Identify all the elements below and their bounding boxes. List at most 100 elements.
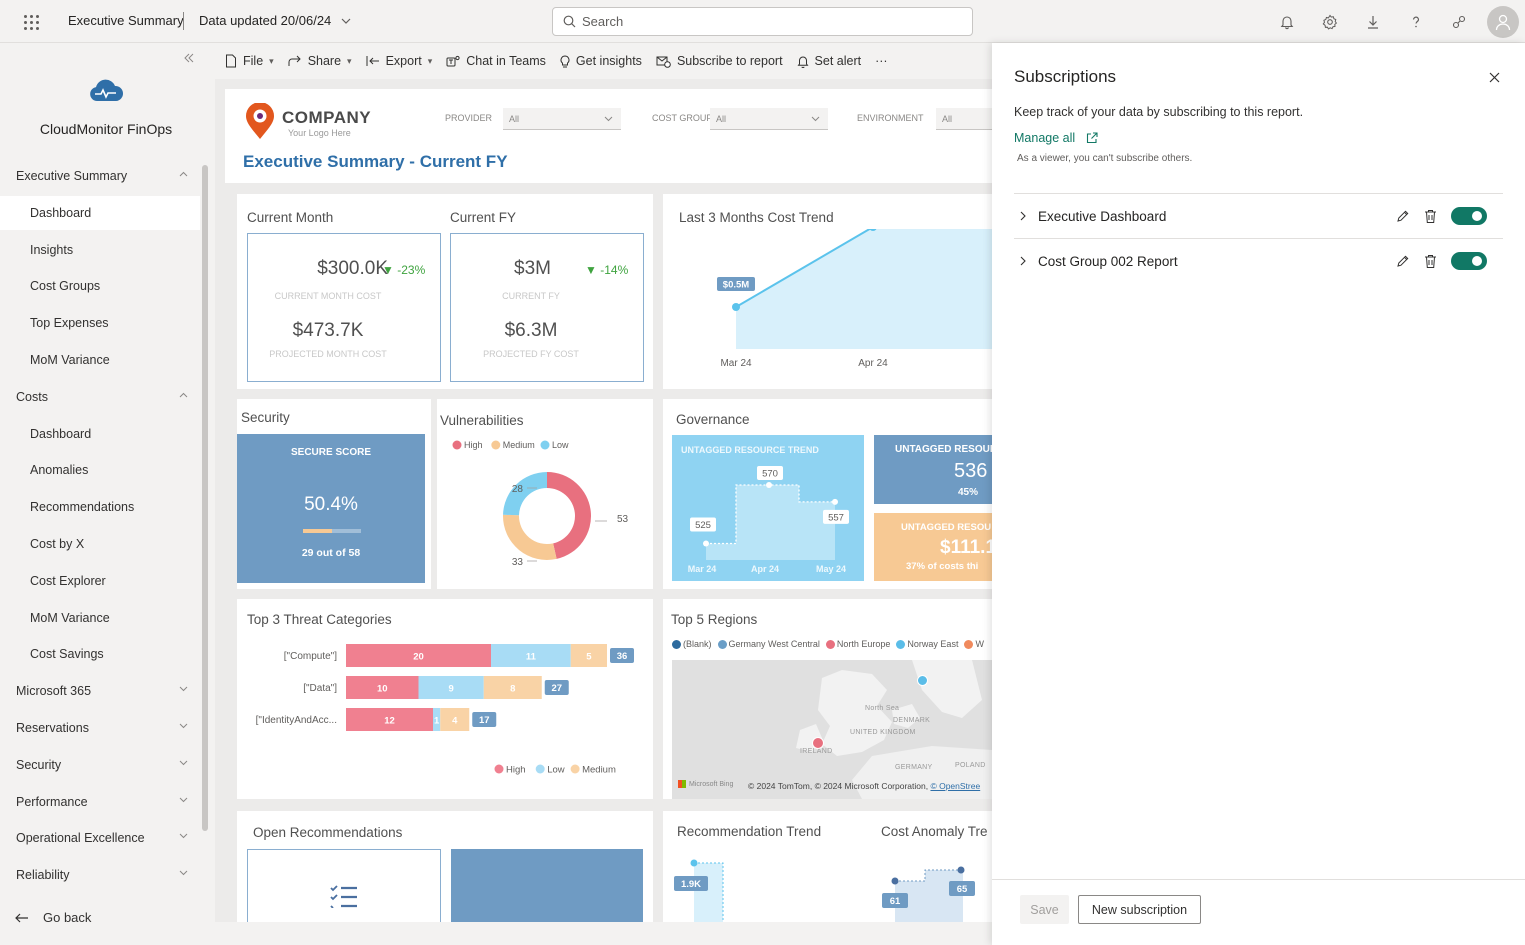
edit-pencil-icon[interactable]	[1396, 209, 1410, 223]
projected-month-value: $473.7K	[292, 320, 364, 341]
sidebar-item-anomalies[interactable]: Anomalies	[0, 453, 200, 487]
search-input[interactable]: Search	[552, 7, 973, 36]
sidebar-item-cost-by-x[interactable]: Cost by X	[0, 527, 200, 561]
app-title[interactable]: Executive Summary	[68, 13, 184, 28]
legend-item-germany-west-central[interactable]: Germany West Central	[717, 639, 820, 649]
threat-bar-medium[interactable]: 5	[570, 644, 607, 667]
share-menu-button[interactable]: Share ▾	[288, 54, 352, 68]
download-icon[interactable]	[1361, 10, 1385, 34]
donut-slice-low[interactable]	[503, 472, 547, 516]
filter-value: All	[509, 113, 520, 124]
set-alert-button[interactable]: Set alert	[797, 54, 861, 68]
donut-slice-high[interactable]	[547, 472, 592, 559]
projected-fy-value: $6.3M	[504, 320, 558, 341]
get-insights-button[interactable]: Get insights	[560, 54, 642, 68]
sidebar-item-reservations[interactable]: Reservations	[0, 711, 200, 745]
legend-item-w[interactable]: W	[964, 639, 984, 649]
subscribe-button[interactable]: Subscribe to report	[656, 54, 783, 68]
gov-trend-point[interactable]	[766, 482, 772, 488]
sidebar-item-dashboard[interactable]: Dashboard	[0, 417, 200, 451]
help-icon[interactable]	[1404, 10, 1428, 34]
settings-icon[interactable]	[1318, 10, 1342, 34]
sidebar-item-reliability[interactable]: Reliability	[0, 858, 200, 892]
manage-all-link[interactable]: Manage all	[1014, 131, 1098, 145]
close-icon[interactable]	[1489, 72, 1500, 83]
anomaly-trend-point[interactable]	[957, 866, 965, 874]
trend-point[interactable]	[732, 303, 740, 311]
gov-trend-point[interactable]	[703, 540, 709, 547]
delete-trash-icon[interactable]	[1424, 254, 1437, 269]
legend-item-blank[interactable]: (Blank)	[672, 639, 712, 649]
regions-map[interactable]: North Sea DENMARK UNITED KINGDOM IRELAND GER…	[672, 660, 993, 799]
sidebar-item-mom-variance[interactable]: MoM Variance	[0, 601, 200, 635]
openstreetmap-link[interactable]: © OpenStree	[930, 781, 981, 791]
sidebar-item-cost-explorer[interactable]: Cost Explorer	[0, 564, 200, 598]
threat-bar-high[interactable]: 10	[346, 676, 419, 699]
subscription-toggle[interactable]	[1451, 252, 1487, 270]
notification-icon[interactable]	[1275, 10, 1299, 34]
regions-title: Top 5 Regions	[671, 612, 758, 627]
chevron-right-icon[interactable]	[1020, 256, 1026, 266]
map-marker-norway-east[interactable]	[917, 675, 928, 686]
threat-bar-medium[interactable]: 4	[440, 708, 470, 731]
subscription-row[interactable]: Executive Dashboard	[1014, 193, 1503, 238]
app-launcher-icon[interactable]	[14, 12, 48, 32]
edit-pencil-icon[interactable]	[1396, 254, 1410, 268]
delete-trash-icon[interactable]	[1424, 209, 1437, 224]
new-subscription-button[interactable]: New subscription	[1078, 895, 1201, 924]
external-link-icon	[1086, 132, 1098, 144]
threat-bar-high[interactable]: 20	[346, 644, 491, 667]
subscription-row[interactable]: Cost Group 002 Report	[1014, 238, 1503, 283]
data-updated-dropdown[interactable]: Data updated 20/06/24	[199, 13, 351, 28]
file-menu-button[interactable]: File ▾	[225, 54, 274, 68]
sidebar-item-security[interactable]: Security	[0, 748, 200, 782]
sidebar-item-top-expenses[interactable]: Top Expenses	[0, 306, 200, 340]
filter-dropdown-environment[interactable]: All	[936, 108, 993, 130]
rec-trend-point[interactable]	[690, 859, 698, 867]
save-button[interactable]: Save	[1020, 895, 1069, 924]
sidebar-item-executive-summary[interactable]: Executive Summary	[0, 159, 200, 193]
threat-bar-high[interactable]: 12	[346, 708, 433, 731]
legend-item-high[interactable]: High	[452, 440, 483, 450]
map-marker-north-europe[interactable]	[812, 737, 824, 749]
chevron-right-icon[interactable]	[1020, 211, 1026, 221]
sidebar-item-performance[interactable]: Performance	[0, 785, 200, 819]
sidebar-item-costs[interactable]: Costs	[0, 380, 200, 414]
more-options-button[interactable]: ···	[875, 54, 888, 68]
export-menu-button[interactable]: Export ▾	[366, 54, 432, 68]
user-avatar-icon[interactable]	[1487, 6, 1519, 38]
sidebar-item-insights[interactable]: Insights	[0, 233, 200, 267]
legend-item-low[interactable]: Low	[540, 440, 570, 450]
sidebar-scrollbar[interactable]	[202, 165, 208, 831]
sidebar-item-mom-variance[interactable]: MoM Variance	[0, 343, 200, 377]
legend-item-high[interactable]: High	[494, 764, 526, 776]
anomaly-trend-point[interactable]	[891, 877, 899, 885]
donut-slice-medium[interactable]	[503, 514, 557, 560]
legend-item-medium[interactable]: Medium	[570, 764, 616, 776]
legend-item-norway-east[interactable]: Norway East	[896, 639, 958, 649]
chevron-down-icon	[179, 686, 188, 692]
share-icon[interactable]	[1447, 10, 1471, 34]
threat-bar-low[interactable]: 9	[418, 676, 484, 699]
sidebar-item-recommendations[interactable]: Recommendations	[0, 490, 200, 524]
sidebar-item-microsoft-365[interactable]: Microsoft 365	[0, 674, 200, 708]
threat-bar-medium[interactable]: 8	[483, 676, 542, 699]
sidebar-item-cost-groups[interactable]: Cost Groups	[0, 269, 200, 303]
legend-item-low[interactable]: Low	[535, 764, 565, 776]
filter-dropdown-cost-group[interactable]: All	[710, 108, 828, 130]
legend-item-north-europe[interactable]: North Europe	[825, 639, 890, 649]
chat-in-teams-button[interactable]: Chat in Teams	[446, 54, 546, 68]
filter-dropdown-provider[interactable]: All	[503, 108, 621, 130]
collapse-sidebar-icon[interactable]	[184, 53, 194, 63]
threat-bar-low[interactable]: 11	[491, 644, 571, 667]
threat-bar-low[interactable]: 1	[433, 708, 441, 731]
rec-trend-line	[694, 862, 724, 922]
go-back-button[interactable]: Go back	[15, 910, 91, 925]
sidebar-item-dashboard[interactable]: Dashboard	[0, 195, 200, 230]
gov-trend-point[interactable]	[832, 498, 838, 505]
trend-point[interactable]	[869, 229, 877, 231]
legend-item-medium[interactable]: Medium	[491, 440, 535, 450]
sidebar-item-operational-excellence[interactable]: Operational Excellence	[0, 821, 200, 855]
sidebar-item-cost-savings[interactable]: Cost Savings	[0, 637, 200, 671]
subscription-toggle[interactable]	[1451, 207, 1487, 225]
